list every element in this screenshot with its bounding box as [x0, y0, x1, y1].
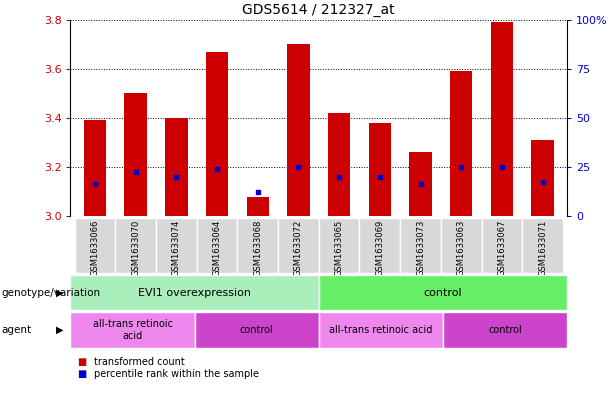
Text: GSM1633068: GSM1633068 — [253, 220, 262, 276]
Bar — [115, 218, 156, 273]
Bar — [400, 218, 441, 273]
Text: GSM1633072: GSM1633072 — [294, 220, 303, 276]
Bar — [70, 312, 195, 348]
Text: GSM1633071: GSM1633071 — [538, 220, 547, 276]
Bar — [319, 275, 567, 310]
Text: GSM1633074: GSM1633074 — [172, 220, 181, 276]
Bar — [328, 113, 350, 216]
Text: transformed count: transformed count — [94, 356, 185, 367]
Bar — [359, 218, 400, 273]
Text: GSM1633063: GSM1633063 — [457, 220, 466, 276]
Text: GSM1633064: GSM1633064 — [213, 220, 221, 276]
Bar — [482, 218, 522, 273]
Text: control: control — [240, 325, 273, 335]
Text: ▶: ▶ — [56, 325, 63, 335]
Text: percentile rank within the sample: percentile rank within the sample — [94, 369, 259, 379]
Bar — [409, 152, 432, 216]
Bar — [278, 218, 319, 273]
Text: GSM1633069: GSM1633069 — [375, 220, 384, 276]
Bar — [156, 218, 197, 273]
Bar — [450, 71, 473, 216]
Text: GSM1633066: GSM1633066 — [90, 220, 99, 276]
Bar — [195, 312, 319, 348]
Bar — [246, 196, 269, 216]
Bar — [443, 312, 567, 348]
Bar — [319, 312, 443, 348]
Text: genotype/variation: genotype/variation — [1, 288, 101, 298]
Bar — [70, 275, 319, 310]
Text: ■: ■ — [77, 356, 86, 367]
Bar — [319, 218, 359, 273]
Bar — [491, 22, 513, 216]
Text: ▶: ▶ — [56, 288, 63, 298]
Bar — [75, 218, 115, 273]
Text: all-trans retinoic
acid: all-trans retinoic acid — [93, 320, 173, 341]
Bar — [165, 118, 188, 216]
Text: control: control — [424, 288, 462, 298]
Title: GDS5614 / 212327_at: GDS5614 / 212327_at — [243, 3, 395, 17]
Bar — [287, 44, 310, 216]
Bar — [237, 218, 278, 273]
Text: agent: agent — [1, 325, 31, 335]
Bar — [197, 218, 237, 273]
Text: EVI1 overexpression: EVI1 overexpression — [138, 288, 251, 298]
Bar — [522, 218, 563, 273]
Text: GSM1633067: GSM1633067 — [497, 220, 506, 276]
Text: all-trans retinoic acid: all-trans retinoic acid — [329, 325, 433, 335]
Bar — [441, 218, 482, 273]
Text: GSM1633070: GSM1633070 — [131, 220, 140, 276]
Bar — [368, 123, 391, 216]
Bar — [84, 120, 106, 216]
Bar — [206, 51, 228, 216]
Text: control: control — [488, 325, 522, 335]
Bar — [531, 140, 554, 216]
Text: GSM1633065: GSM1633065 — [335, 220, 344, 276]
Text: ■: ■ — [77, 369, 86, 379]
Text: GSM1633073: GSM1633073 — [416, 220, 425, 276]
Bar — [124, 94, 147, 216]
